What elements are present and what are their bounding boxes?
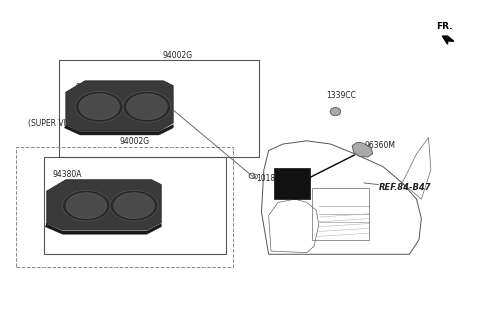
Text: (SUPER VISION 4.2): (SUPER VISION 4.2) bbox=[28, 119, 101, 128]
Text: 94002G: 94002G bbox=[120, 137, 150, 146]
Text: FR.: FR. bbox=[436, 23, 452, 31]
Ellipse shape bbox=[66, 193, 107, 219]
Ellipse shape bbox=[110, 190, 158, 221]
Polygon shape bbox=[66, 81, 173, 131]
Ellipse shape bbox=[114, 193, 155, 219]
Text: 94002G: 94002G bbox=[163, 51, 193, 60]
Polygon shape bbox=[47, 180, 161, 230]
Bar bbox=[275, 168, 310, 199]
Bar bbox=[44, 157, 226, 254]
Text: REF.84-B47: REF.84-B47 bbox=[378, 183, 431, 192]
Ellipse shape bbox=[330, 108, 341, 116]
Text: 96360M: 96360M bbox=[364, 141, 395, 150]
Bar bbox=[16, 147, 233, 267]
Text: 1018AD: 1018AD bbox=[257, 174, 287, 182]
Text: 1339CC: 1339CC bbox=[326, 91, 356, 100]
Ellipse shape bbox=[79, 94, 120, 120]
Ellipse shape bbox=[123, 91, 171, 122]
Polygon shape bbox=[443, 36, 454, 44]
Polygon shape bbox=[64, 125, 173, 135]
Polygon shape bbox=[45, 223, 161, 234]
Text: 94380A: 94380A bbox=[53, 170, 83, 179]
Ellipse shape bbox=[127, 94, 167, 120]
Ellipse shape bbox=[75, 91, 123, 122]
Text: 94380A: 94380A bbox=[75, 83, 105, 92]
Bar bbox=[312, 188, 369, 240]
Polygon shape bbox=[352, 143, 372, 157]
Bar bbox=[59, 60, 259, 157]
Ellipse shape bbox=[62, 190, 110, 221]
